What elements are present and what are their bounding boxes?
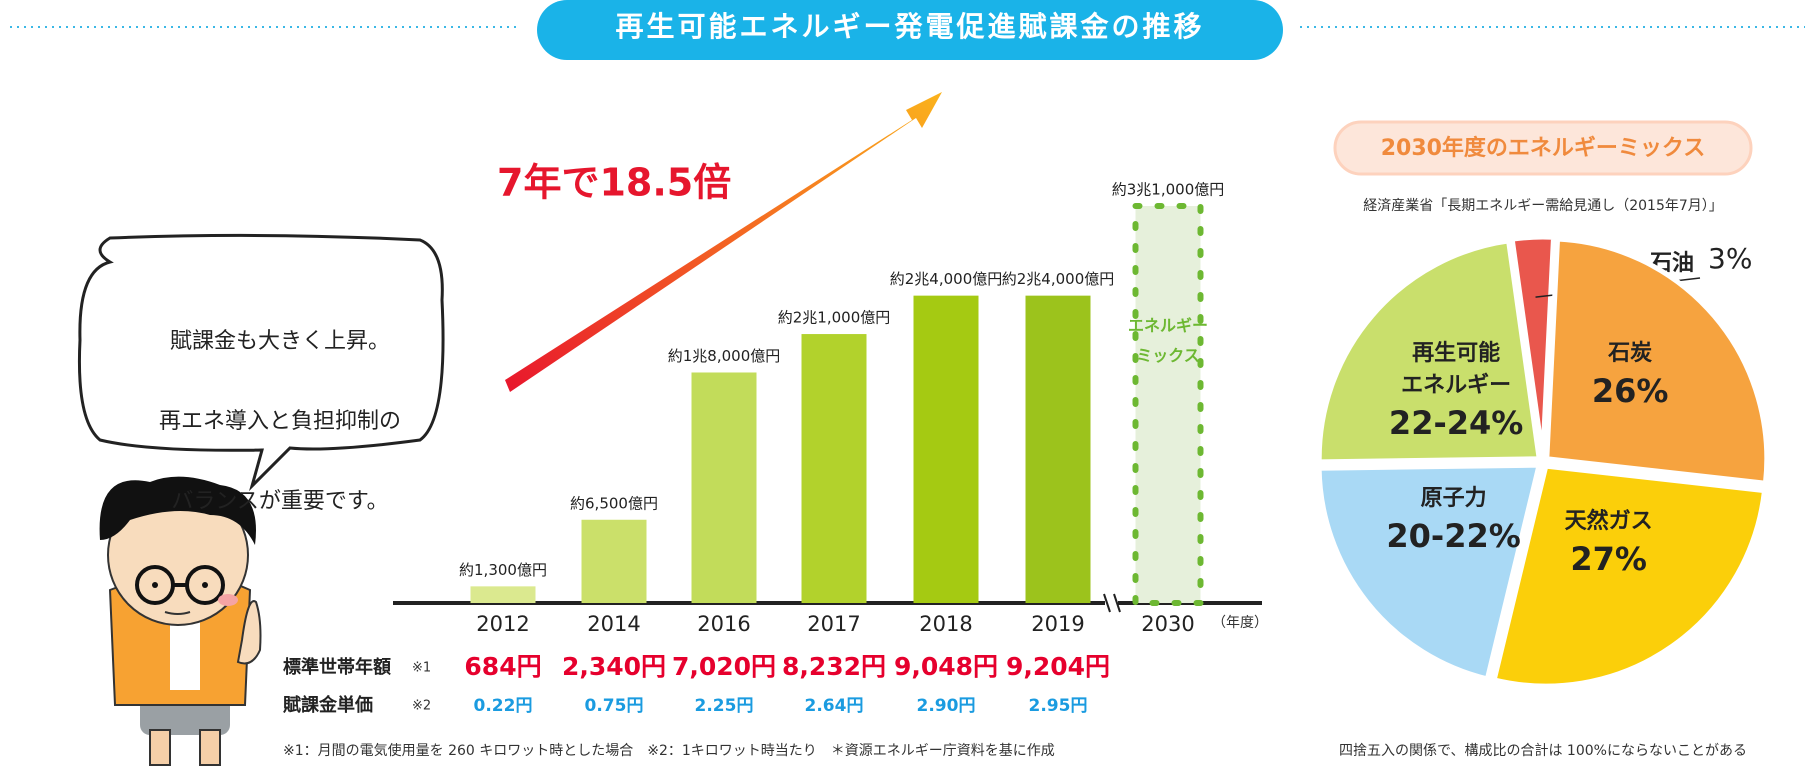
value-label: 約2兆4,000億円 [890,270,1003,288]
pie-title: 2030年度のエネルギーミックス [1381,135,1706,161]
x-tick-label: 2019 [1031,612,1084,636]
slice-value: 3% [1708,242,1752,275]
table-cell: 0.75円 [585,696,644,716]
pie-note: 四捨五入の関係で、構成比の合計は 100%にならないことがある [1339,742,1747,759]
bar [1026,296,1091,603]
value-label: 約6,500億円 [570,494,658,512]
speech-line: 賦課金も大きく上昇。 [120,322,440,362]
table-cell: 7,020円 [672,652,776,681]
x-tick-label: 2018 [919,612,972,636]
bar [471,586,536,603]
table-cell: 8,232円 [782,652,886,681]
slice-label: 石炭 [1530,338,1730,370]
table-cell: 2.25円 [695,696,754,716]
value-label: 約2兆1,000億円 [778,309,891,327]
value-label: 約2兆4,000億円 [1002,270,1115,288]
bar [802,334,867,603]
row-label: 標準世帯年額 [283,656,391,678]
value-label: 約3兆1,000億円 [1112,181,1225,199]
bar-note: エネルギー ミックス [1108,311,1228,371]
table-cell: 0.22円 [474,696,533,716]
x-axis-label: （年度） [1212,615,1268,631]
slice-value: 20-22% [1354,515,1554,557]
axis-break [1104,594,1120,612]
row-label: 賦課金単価 [283,694,373,716]
bar [914,296,979,603]
table-cell: 684円 [464,652,541,681]
slice-label: 再生可能 エネルギー [1356,338,1556,402]
x-tick-label: 2030 [1141,612,1194,636]
footnote: ※1：月間の電気使用量を 260 キロワット時とした場合 ※2：1キロワット時当… [283,742,1055,759]
value-label: 約1,300億円 [459,561,547,579]
table-cell: 2.64円 [805,696,864,716]
row-note: ※2 [412,699,431,714]
title: 再生可能エネルギー発電促進賦課金の推移 [615,10,1204,43]
annotation: 7年で18.5倍 [497,161,731,205]
table-cell: 2,340円 [562,652,666,681]
bar [582,520,647,603]
x-tick-label: 2017 [807,612,860,636]
table-cell: 9,204円 [1006,652,1110,681]
row-note: ※1 [412,661,431,676]
slice-value: 26% [1530,370,1730,412]
value-label: 約1兆8,000億円 [668,347,781,365]
table-cell: 9,048円 [894,652,998,681]
speech-text: 賦課金も大きく上昇。 再エネ導入と負担抑制の バランスが重要です。 [120,282,440,562]
bar [1136,206,1201,603]
x-tick-label: 2016 [697,612,750,636]
slice-value: 22-24% [1356,402,1556,444]
x-tick-label: 2012 [476,612,529,636]
x-tick-label: 2014 [587,612,640,636]
pie-subtitle: 経済産業省「長期エネルギー需給見通し（2015年7月）」 [1363,198,1723,214]
slice-label: 原子力 [1354,483,1554,515]
infographic: 再生可能エネルギー発電促進賦課金の推移 7年で18.5倍 2030年度のエネルギ… [0,0,1812,784]
table-cell: 2.90円 [917,696,976,716]
bar [692,372,757,603]
speech-line: バランスが重要です。 [120,482,440,522]
table-cell: 2.95円 [1029,696,1088,716]
speech-line: 再エネ導入と負担抑制の [120,402,440,442]
